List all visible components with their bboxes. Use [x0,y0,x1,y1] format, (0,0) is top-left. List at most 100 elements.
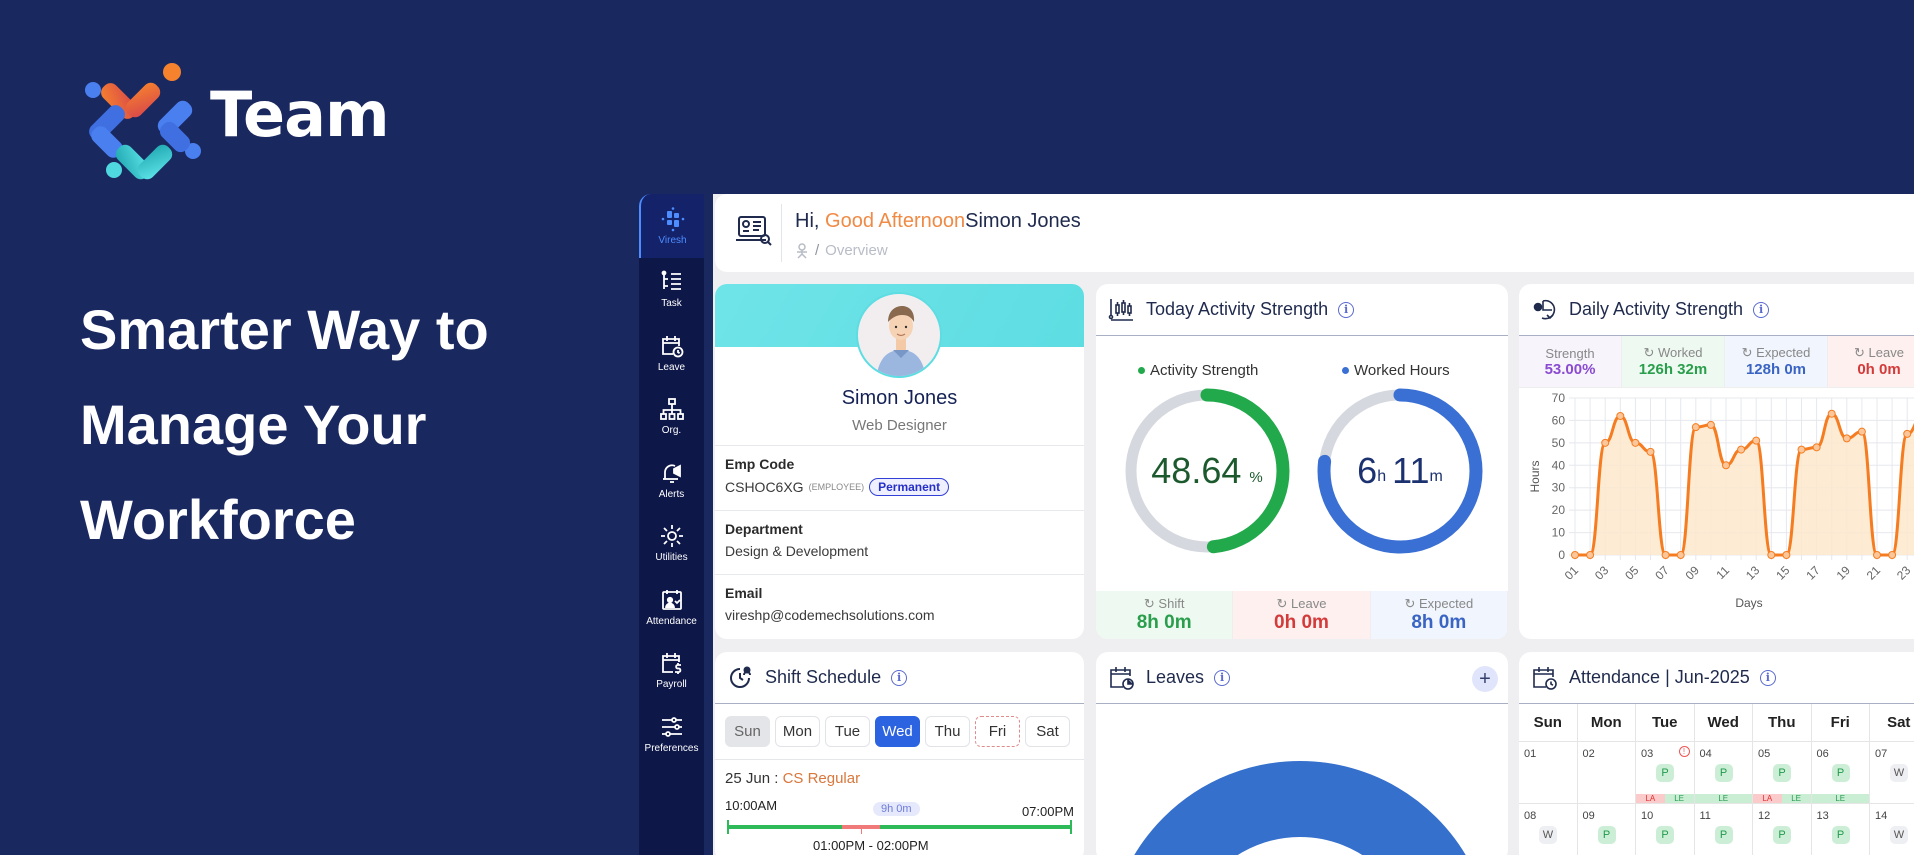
day-sat[interactable]: Sat [1025,716,1070,747]
warning-icon[interactable]: ! [1678,746,1690,757]
task-list-icon [661,270,681,291]
info-icon[interactable]: i [1753,301,1770,318]
clock-icon: ↻ [1854,345,1865,360]
sidebar-item-attendance[interactable]: Attendance [639,575,704,639]
svg-text:Hours: Hours [1528,460,1542,492]
info-icon[interactable]: i [1338,301,1355,318]
calendar-day[interactable]: 06 P LE [1811,742,1870,803]
overview-monitor-icon [736,216,772,246]
sidebar-item-org[interactable]: Org. [639,385,704,449]
attendance-mark: P [1773,764,1791,782]
calendar-day[interactable]: 05 P LA LE [1753,742,1812,803]
emp-code-label: Emp Code [725,456,795,472]
info-icon[interactable]: i [1214,669,1231,686]
email-label: Email [725,585,763,601]
svg-text:60: 60 [1552,413,1566,427]
svg-text:01: 01 [1562,563,1582,583]
card-title: Daily Activity Strength [1569,299,1744,319]
attendance-tag: LE [1781,794,1811,803]
worked-hours-value: 6 [1357,450,1378,491]
svg-text:19: 19 [1834,563,1854,583]
status-badge: Permanent [869,478,950,496]
calendar-weekdays: Sun Mon Tue Wed Thu Fri Sat [1519,704,1914,742]
calendar-day[interactable]: 01 [1519,742,1578,803]
page-header: Hi, Good AfternoonSimon Jones / Overview [715,194,1914,272]
card-header: Leaves i [1096,652,1508,704]
card-header: Today Activity Strength i [1096,284,1508,336]
attendance-mark: P [1714,826,1733,844]
profile-role: Web Designer [852,417,947,434]
calendar-day[interactable]: 07 W [1870,742,1914,803]
sidebar-item-viresh[interactable]: Viresh [639,194,704,258]
shift-date: 25 Jun [725,770,771,787]
sidebar-item-label: Leave [657,361,686,373]
sidebar-item-payroll[interactable]: Payroll [639,639,704,703]
sidebar: Viresh Task Leave Org. Alerts Utilities … [639,194,704,855]
strength-value: 48.64 [1151,450,1242,491]
calendar-day[interactable]: 13 P [1812,804,1870,855]
svg-text:70: 70 [1552,391,1566,405]
worked-stat: ↻ Worked 126h 32m [1622,336,1725,387]
day-fri[interactable]: Fri [975,716,1020,747]
sidebar-item-leave[interactable]: Leave [639,321,704,385]
svg-text:10: 10 [1552,526,1566,540]
calendar-clock-icon [1533,666,1557,690]
hero-line-2: Manage Your [80,393,427,456]
day-tue[interactable]: Tue [825,716,870,747]
shift-date-line: 25 Jun : CS Regular [725,770,861,787]
chart-gear-icon [1533,299,1556,319]
daily-activity-chart[interactable]: 0 10 20 30 40 50 60 70 01 03 05 07 09 11 13 15 17 19 21 23 H… [1519,388,1914,638]
day-number: 04 [1699,748,1712,760]
brand-logo: Team [80,58,440,188]
calendar-day[interactable]: 08 W [1519,804,1578,855]
sidebar-item-alerts[interactable]: Alerts [639,448,704,512]
shift-name: CS Regular [782,770,861,787]
card-title: Shift Schedule [765,667,882,687]
day-mon[interactable]: Mon [775,716,820,747]
attendance-calendar-icon [661,589,682,610]
svg-text:Days: Days [1735,596,1762,610]
day-number: 10 [1641,810,1654,822]
sidebar-item-label: Alerts [658,488,685,500]
calendar-day[interactable]: 14 W [1870,804,1914,855]
calendar-day[interactable]: 12 P [1753,804,1812,855]
sidebar-item-label: Preferences [644,742,699,754]
card-title: Today Activity Strength [1146,299,1329,319]
calendar-day[interactable]: 02 [1578,742,1636,803]
card-title: Attendance | Jun-2025 [1569,667,1750,687]
calendar-day[interactable]: 03! P LA LE [1636,742,1695,803]
add-leave-button[interactable]: + [1472,666,1498,692]
leave-stat: ↻ Leave 0h 0m [1828,336,1914,387]
day-wed[interactable]: Wed [875,716,920,747]
email-value[interactable]: vireshp@codemechsolutions.com [725,607,935,623]
calendar-day[interactable]: 10 P [1636,804,1695,855]
calendar-day[interactable]: 09 P [1578,804,1636,855]
calendar-day[interactable]: 11 P [1695,804,1753,855]
sidebar-item-preferences[interactable]: Preferences [639,702,704,766]
team-logo-icon [85,63,201,180]
calendar-day[interactable]: 04 P LE [1694,742,1753,803]
day-sun[interactable]: Sun [725,716,770,747]
sidebar-item-task[interactable]: Task [639,258,704,322]
emp-code-value: CSHOC6XG [725,479,804,495]
today-activity-card: Today Activity Strength i Activity Stren… [1096,284,1508,639]
sidebar-item-utilities[interactable]: Utilities [639,512,704,576]
leaves-donut-chart[interactable] [1096,704,1508,855]
attendance-tag: LE [1664,794,1694,803]
attendance-mark: W [1539,826,1557,844]
attendance-mark: P [1773,826,1791,844]
svg-text:0: 0 [1558,548,1565,562]
daily-activity-card: Daily Activity Strength i Strength 53.00… [1519,284,1914,639]
home-user-icon[interactable] [795,242,809,259]
shift-timeline [727,820,1072,834]
day-thu[interactable]: Thu [925,716,970,747]
shift-stat: ↻ Shift 8h 0m [1096,591,1234,639]
emp-code-row: Emp Code CSHOC6XG (EMPLOYEE) Permanent [715,445,1084,506]
info-icon[interactable]: i [891,669,908,686]
worked-hours-ring: 6 h 11 m [1315,386,1485,556]
day-number: 06 [1816,748,1829,760]
svg-text:03: 03 [1592,563,1612,583]
daily-stats: Strength 53.00% ↻ Worked 126h 32m ↻ Expe… [1519,336,1914,388]
profile-name: Simon Jones [841,387,958,409]
info-icon[interactable]: i [1759,669,1776,686]
